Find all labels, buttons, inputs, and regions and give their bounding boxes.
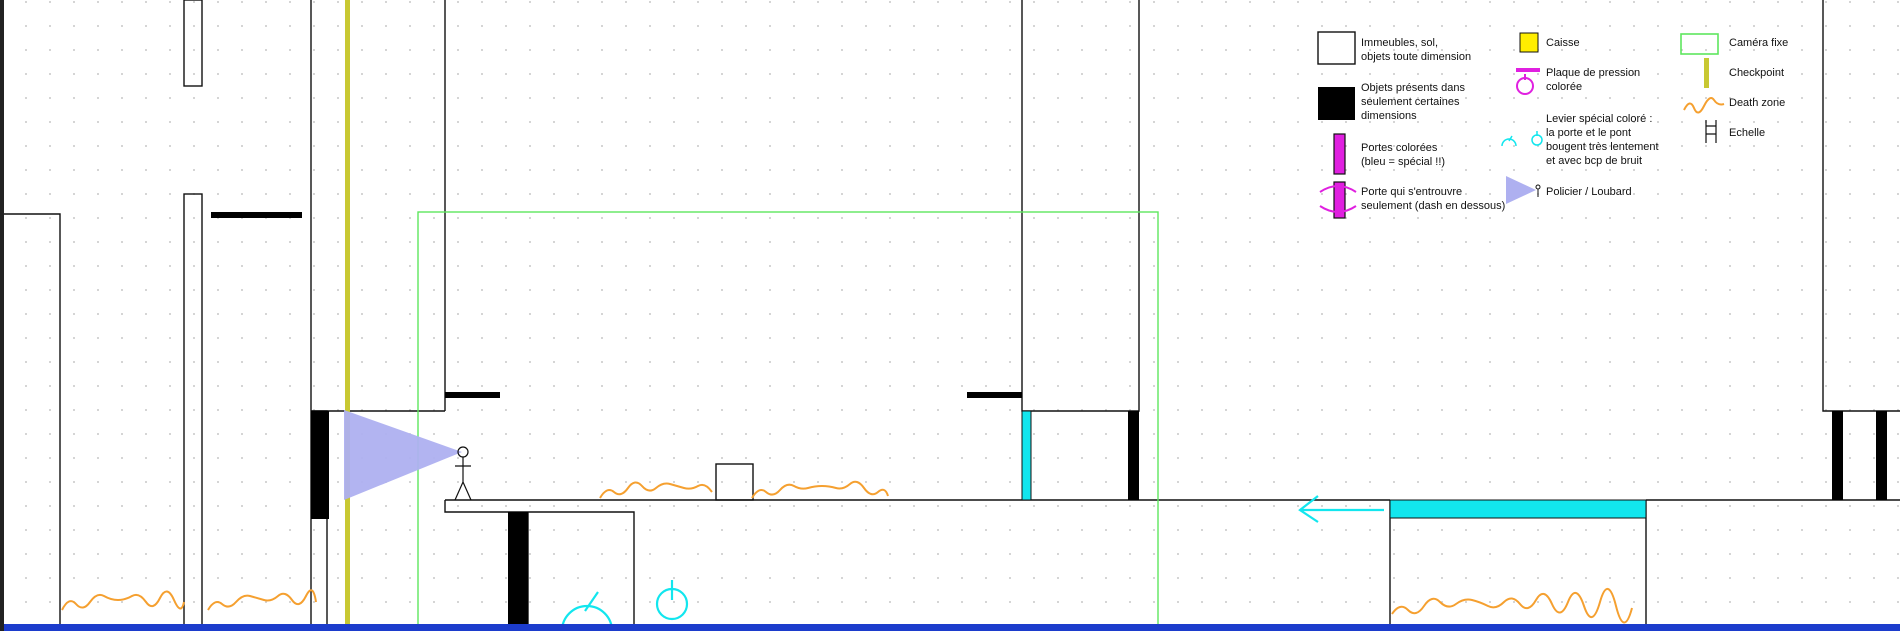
lever-icon — [560, 591, 614, 631]
crate-block — [715, 463, 754, 501]
platform-small-left — [445, 392, 500, 398]
legend-half-door-swatch — [1319, 181, 1357, 219]
legend-pressure-plate-label: Plaque de pression colorée — [1546, 67, 1641, 93]
legend-colored-doors-label: Portes colorées (bleu = spécial !!) — [1361, 142, 1446, 168]
dimension-block-mid — [1128, 411, 1139, 500]
legend-camera-swatch — [1680, 33, 1719, 55]
legend-guard-label: Policier / Loubard — [1546, 186, 1632, 198]
legend-dimension-swatch — [1318, 87, 1355, 120]
death-zone-5 — [1391, 588, 1633, 624]
pressure-plate-icon — [655, 580, 689, 621]
legend-ladder-label: Echelle — [1729, 127, 1766, 139]
legend-dimension-objects-label: Objets présents dans seulement certaines… — [1361, 82, 1465, 122]
checkpoint-line — [345, 0, 350, 631]
legend-death-zone-label: Death zone — [1729, 97, 1786, 109]
dimension-block-right-a — [1832, 411, 1843, 500]
left-border — [0, 0, 4, 631]
guard-vision-cone — [344, 410, 462, 500]
legend-plate-swatch — [1516, 68, 1540, 95]
legend-checkpoint-label: Checkpoint — [1729, 67, 1785, 79]
legend-ladder-swatch — [1705, 120, 1717, 143]
dimension-block-right-b — [1876, 411, 1887, 500]
legend-deathzone-swatch — [1683, 97, 1725, 114]
guard-figure-icon — [454, 446, 472, 501]
floor-blue-strip — [4, 624, 1900, 631]
special-door — [1021, 410, 1032, 501]
pit-walls — [1389, 500, 1647, 631]
dimension-block-left — [311, 411, 329, 519]
building-tower-left-right — [311, 0, 446, 412]
building-pillar-top — [183, 0, 203, 87]
dimension-block-under — [508, 512, 528, 631]
building-left — [4, 213, 61, 631]
legend-door-swatch — [1333, 133, 1346, 175]
death-zone-2 — [207, 589, 317, 611]
legend-guard-swatch — [1506, 176, 1541, 204]
arrow-left-icon — [1298, 495, 1384, 523]
legend-lever-swatch — [1501, 131, 1543, 147]
legend-special-lever-label: Levier spécial coloré : la porte et le p… — [1546, 113, 1659, 167]
legend-half-open-door-label: Porte qui s'entrouvre seulement (dash en… — [1361, 186, 1506, 212]
building-tower-right — [1822, 0, 1900, 412]
legend-crate-swatch — [1519, 32, 1539, 53]
legend-fixed-camera-label: Caméra fixe — [1729, 37, 1789, 49]
death-zones — [61, 480, 1633, 624]
platform-upper-left — [211, 212, 302, 218]
building-tower-mid — [1021, 0, 1140, 412]
building-pillar-bottom — [183, 193, 203, 631]
legend-crate-label: Caisse — [1546, 37, 1580, 49]
legend — [1317, 31, 1725, 219]
special-bridge — [1389, 499, 1647, 519]
legend-checkpoint-swatch — [1704, 58, 1709, 88]
fixed-camera-frame — [417, 211, 1159, 631]
death-zone-1 — [61, 590, 185, 611]
platform-small-right — [967, 392, 1022, 398]
death-zone-4 — [751, 480, 889, 499]
legend-buildings-label: Immeubles, sol, objets toute dimension — [1361, 37, 1472, 63]
death-zone-3 — [599, 481, 713, 499]
legend-building-swatch — [1317, 31, 1356, 65]
dimension-objects — [211, 212, 1887, 631]
